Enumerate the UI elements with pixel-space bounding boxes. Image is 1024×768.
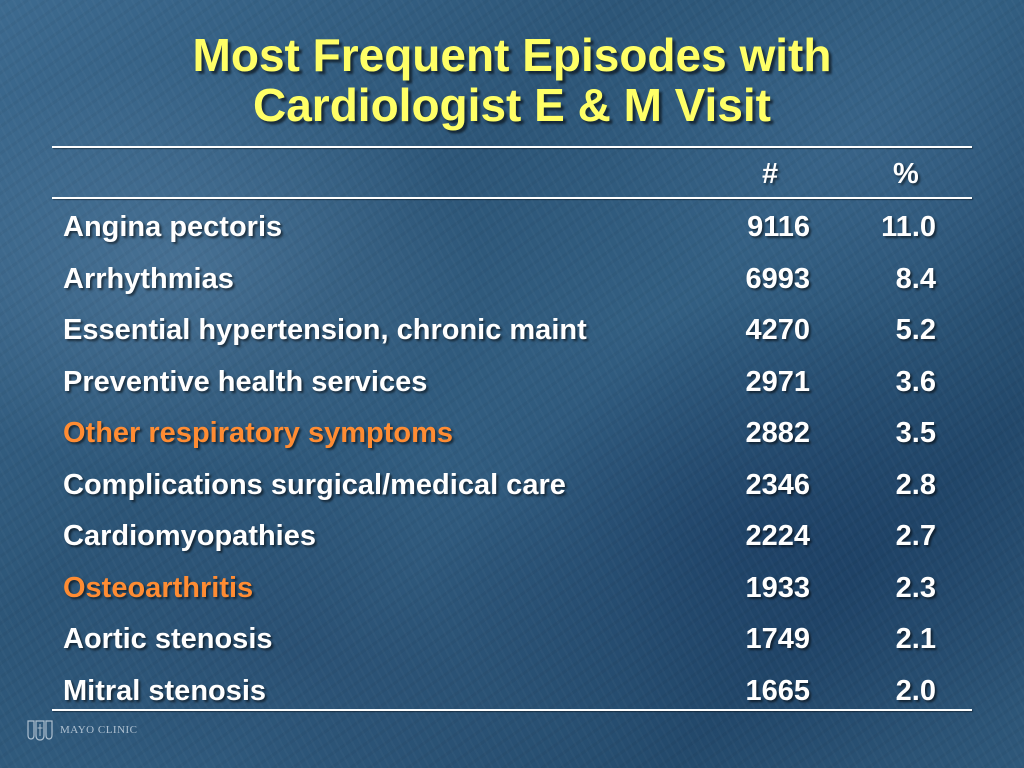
row-label: Preventive health services: [63, 366, 428, 398]
row-percent: 8.4: [895, 263, 936, 295]
row-percent: 2.1: [895, 623, 936, 655]
header-percent: %: [893, 158, 919, 190]
row-label: Osteoarthritis: [63, 572, 254, 604]
slide-title-line-2: Cardiologist E & M Visit: [253, 79, 771, 131]
row-percent: 2.0: [895, 675, 936, 707]
row-label: Other respiratory symptoms: [63, 417, 454, 449]
row-count: 1665: [745, 675, 810, 707]
logo-text: MAYO CLINIC: [60, 724, 138, 736]
table-header-rule: [52, 197, 972, 199]
row-count: 2882: [745, 417, 810, 449]
row-label: Mitral stenosis: [63, 675, 267, 707]
row-count: 2224: [745, 520, 810, 552]
row-percent: 2.8: [895, 469, 936, 501]
row-percent: 3.5: [895, 417, 936, 449]
row-label: Angina pectoris: [63, 211, 283, 243]
row-label: Aortic stenosis: [63, 623, 273, 655]
row-count: 6993: [745, 263, 810, 295]
slide-title-line-1: Most Frequent Episodes with: [192, 29, 832, 81]
row-label: Cardiomyopathies: [63, 520, 316, 552]
mayo-clinic-logo: MAYO CLINIC: [26, 718, 138, 742]
row-count: 9116: [747, 211, 810, 243]
row-percent: 5.2: [895, 314, 936, 346]
row-percent: 11.0: [881, 211, 936, 243]
table-top-rule: [52, 146, 972, 148]
row-count: 1749: [745, 623, 810, 655]
mayo-shield-icon: [27, 720, 53, 741]
row-percent: 2.3: [895, 572, 936, 604]
slide-title: Most Frequent Episodes with Cardiologist…: [0, 30, 1024, 130]
row-percent: 2.7: [895, 520, 936, 552]
row-count: 4270: [745, 314, 810, 346]
row-percent: 3.6: [895, 366, 936, 398]
row-label: Arrhythmias: [63, 263, 234, 295]
row-label: Complications surgical/medical care: [63, 469, 566, 501]
row-count: 2346: [745, 469, 810, 501]
row-label: Essential hypertension, chronic maint: [63, 314, 587, 346]
table-bottom-rule: [52, 709, 972, 711]
header-count: #: [762, 158, 779, 190]
row-count: 1933: [745, 572, 810, 604]
row-count: 2971: [745, 366, 810, 398]
